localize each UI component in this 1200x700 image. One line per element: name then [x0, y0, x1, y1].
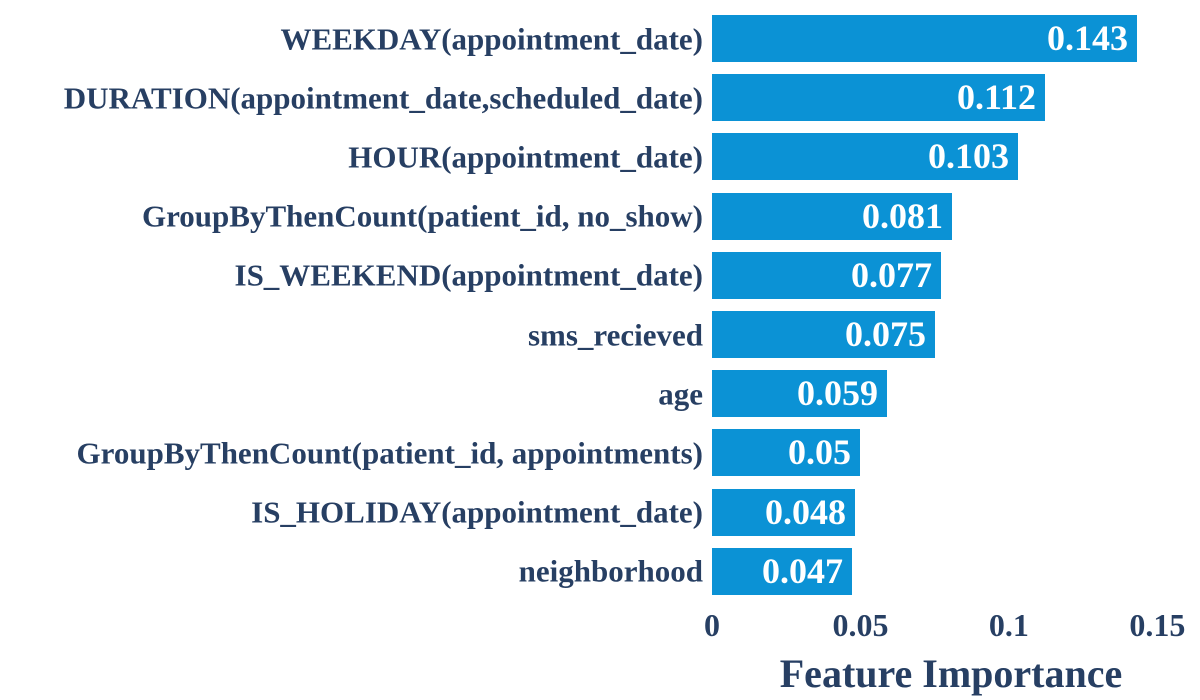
x-tick-label: 0 — [704, 607, 720, 643]
bar: 0.081 — [712, 192, 952, 240]
bar-value-label: 0.048 — [765, 491, 846, 532]
x-tick-label: 0.15 — [1129, 607, 1186, 643]
bar: 0.047 — [712, 547, 852, 595]
bar: 0.143 — [712, 15, 1137, 62]
bar-value-label: 0.081 — [862, 195, 943, 236]
category-label: age — [658, 376, 703, 412]
category-label: neighborhood — [518, 553, 703, 589]
bar: 0.075 — [712, 311, 935, 358]
category-label: DURATION(appointment_date,scheduled_date… — [63, 80, 703, 116]
category-label: WEEKDAY(appointment_date) — [280, 21, 703, 56]
bar-value-label: 0.05 — [788, 432, 851, 473]
x-tick-label: 0.1 — [988, 607, 1029, 643]
bar-value-label: 0.077 — [851, 254, 932, 295]
x-tick-label: 0.05 — [832, 607, 889, 643]
category-label: HOUR(appointment_date) — [348, 139, 703, 175]
x-axis-title: Feature Importance — [779, 651, 1123, 696]
bar-value-label: 0.112 — [956, 77, 1036, 118]
bar-value-label: 0.103 — [928, 136, 1009, 177]
category-label: sms_recieved — [527, 317, 703, 352]
bar: 0.059 — [712, 370, 887, 418]
bar: 0.112 — [712, 74, 1045, 122]
bar: 0.077 — [712, 251, 941, 299]
category-label: IS_HOLIDAY(appointment_date) — [251, 494, 703, 530]
bar: 0.048 — [712, 488, 855, 536]
category-label: GroupByThenCount(patient_id, no_show) — [141, 198, 703, 234]
bar-value-label: 0.075 — [845, 314, 926, 354]
bar-value-label: 0.059 — [797, 373, 878, 414]
bar: 0.05 — [712, 429, 860, 477]
bar-value-label: 0.047 — [762, 550, 843, 591]
bar: 0.103 — [712, 133, 1018, 181]
category-label: IS_WEEKEND(appointment_date) — [234, 257, 704, 293]
category-label: GroupByThenCount(patient_id, appointment… — [76, 435, 703, 471]
bar-value-label: 0.143 — [1047, 18, 1128, 58]
